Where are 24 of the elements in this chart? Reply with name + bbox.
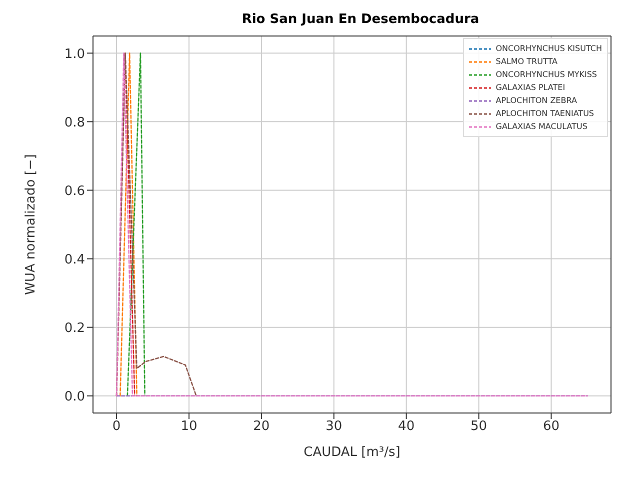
y-tick-label: 0.4 xyxy=(64,252,85,268)
y-axis-title: WUA normalizado [−] xyxy=(24,154,39,295)
legend-label: GALAXIAS PLATEI xyxy=(496,83,566,92)
chart-title: Rio San Juan En Desembocadura xyxy=(240,12,480,27)
y-tick-label: 0.2 xyxy=(64,320,85,336)
x-tick-label: 50 xyxy=(470,419,488,434)
legend-label: APLOCHITON ZEBRA xyxy=(496,96,577,105)
y-tick-label: 1.0 xyxy=(64,46,85,62)
x-tick-label: 0 xyxy=(112,419,121,434)
y-tick-label: 0.6 xyxy=(64,184,85,199)
x-tick-label: 10 xyxy=(180,419,198,434)
y-tick-label: 0.0 xyxy=(64,389,85,404)
x-axis-title: CAUDAL [m³/s] xyxy=(304,445,400,460)
legend-label: ONCORHYNCHUS KISUTCH xyxy=(496,44,602,53)
x-tick-label: 40 xyxy=(398,419,415,434)
y-tick-label: 0.8 xyxy=(64,115,85,130)
legend-label: GALAXIAS MACULATUS xyxy=(496,122,588,131)
legend-label: SALMO TRUTTA xyxy=(496,57,558,66)
x-tick-label: 60 xyxy=(542,419,560,434)
x-tick-label: 20 xyxy=(253,419,270,434)
line-series xyxy=(116,52,197,397)
x-tick-label: 30 xyxy=(326,419,342,434)
legend-label: ONCORHYNCHUS MYKISS xyxy=(496,70,597,79)
legend-label: APLOCHITON TAENIATUS xyxy=(496,109,594,118)
